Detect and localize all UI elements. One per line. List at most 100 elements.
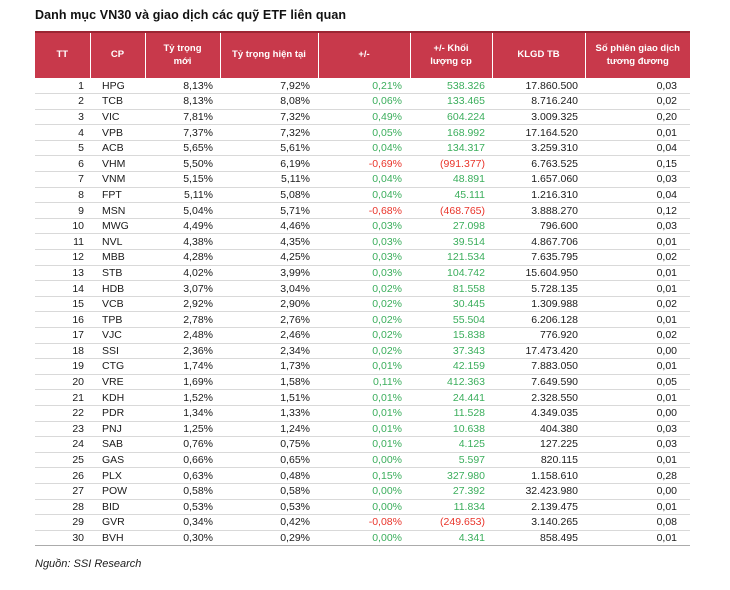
cell-sessions: 0,08 (585, 514, 690, 531)
cell-change_pct: 0,04% (318, 140, 410, 157)
cell-tt: 24 (35, 436, 90, 453)
cell-cp: STB (90, 265, 145, 282)
cell-current_weight: 6,19% (220, 155, 318, 173)
cell-current_weight: 8,08% (220, 93, 318, 110)
cell-change_pct: -0,69% (318, 155, 410, 173)
cell-change_vol: 11.834 (410, 499, 492, 516)
table-row: 26 PLX 0,63% 0,48% 0,15% 327.980 1.158.610 0,28 (35, 467, 690, 484)
cell-cp: ACB (90, 140, 145, 157)
cell-change_vol: 42.159 (410, 358, 492, 375)
table-row: 16 TPB 2,78% 2,76% 0,02% 55.504 6.206.128 0,01 (35, 311, 690, 328)
source-note: Nguồn: SSI Research (35, 558, 142, 571)
cell-sessions: 0,04 (585, 140, 690, 157)
cell-current_weight: 0,53% (220, 499, 318, 516)
cell-cp: VNM (90, 171, 145, 188)
cell-klgd_tb: 820.115 (492, 452, 585, 469)
cell-change_pct: 0,21% (318, 78, 410, 95)
cell-change_pct: 0,00% (318, 499, 410, 516)
cell-tt: 6 (35, 155, 90, 173)
cell-change_pct: 0,01% (318, 389, 410, 406)
header-row: TT CP Tỷ trọng mới Tỷ trọng hiện tại +/-… (35, 31, 690, 78)
cell-current_weight: 1,33% (220, 405, 318, 422)
cell-klgd_tb: 17.860.500 (492, 78, 585, 95)
table-row: 12 MBB 4,28% 4,25% 0,03% 121.534 7.635.795 0,02 (35, 249, 690, 266)
cell-change_pct: 0,02% (318, 280, 410, 297)
cell-tt: 5 (35, 140, 90, 157)
cell-klgd_tb: 3.888.270 (492, 202, 585, 219)
cell-sessions: 0,04 (585, 187, 690, 204)
cell-current_weight: 0,58% (220, 483, 318, 500)
cell-current_weight: 1,24% (220, 421, 318, 438)
cell-klgd_tb: 17.473.420 (492, 343, 585, 360)
cell-new_weight: 1,52% (145, 389, 220, 406)
cell-sessions: 0,01 (585, 389, 690, 406)
cell-change_pct: 0,03% (318, 218, 410, 235)
table-row: 23 PNJ 1,25% 1,24% 0,01% 10.638 404.380 0,03 (35, 421, 690, 438)
cell-sessions: 0,03 (585, 78, 690, 95)
cell-klgd_tb: 858.495 (492, 530, 585, 547)
cell-change_pct: 0,00% (318, 452, 410, 469)
cell-change_pct: 0,04% (318, 187, 410, 204)
cell-change_vol: (468.765) (410, 202, 492, 219)
cell-klgd_tb: 3.140.265 (492, 514, 585, 531)
cell-new_weight: 5,65% (145, 140, 220, 157)
cell-tt: 10 (35, 218, 90, 235)
cell-change_vol: 121.534 (410, 249, 492, 266)
cell-new_weight: 0,66% (145, 452, 220, 469)
cell-sessions: 0,01 (585, 124, 690, 141)
cell-current_weight: 3,04% (220, 280, 318, 297)
cell-klgd_tb: 4.867.706 (492, 233, 585, 251)
cell-change_pct: 0,49% (318, 109, 410, 126)
cell-tt: 4 (35, 124, 90, 141)
table-row: 20 VRE 1,69% 1,58% 0,11% 412.363 7.649.590 0,05 (35, 374, 690, 391)
cell-change_vol: 48.891 (410, 171, 492, 188)
cell-sessions: 0,01 (585, 311, 690, 328)
cell-klgd_tb: 796.600 (492, 218, 585, 235)
cell-cp: BVH (90, 530, 145, 547)
cell-change_vol: 81.558 (410, 280, 492, 297)
cell-change_pct: 0,02% (318, 296, 410, 313)
cell-klgd_tb: 5.728.135 (492, 280, 585, 297)
cell-new_weight: 0,58% (145, 483, 220, 500)
cell-tt: 14 (35, 280, 90, 297)
cell-new_weight: 8,13% (145, 93, 220, 110)
cell-new_weight: 5,04% (145, 202, 220, 219)
cell-tt: 8 (35, 187, 90, 204)
cell-cp: POW (90, 483, 145, 500)
cell-tt: 9 (35, 202, 90, 219)
cell-cp: MBB (90, 249, 145, 266)
cell-change_vol: 327.980 (410, 467, 492, 484)
cell-new_weight: 4,28% (145, 249, 220, 266)
table-row: 30 BVH 0,30% 0,29% 0,00% 4.341 858.495 0,01 (35, 530, 690, 547)
cell-cp: VIC (90, 109, 145, 126)
cell-klgd_tb: 8.716.240 (492, 93, 585, 110)
table-row: 22 PDR 1,34% 1,33% 0,01% 11.528 4.349.035 0,00 (35, 405, 690, 422)
cell-change_vol: 10.638 (410, 421, 492, 438)
cell-new_weight: 0,34% (145, 514, 220, 531)
cell-klgd_tb: 1.158.610 (492, 467, 585, 484)
table-row: 18 SSI 2,36% 2,34% 0,02% 37.343 17.473.420 0,00 (35, 343, 690, 360)
cell-cp: PLX (90, 467, 145, 484)
cell-sessions: 0,12 (585, 202, 690, 219)
cell-cp: VRE (90, 374, 145, 391)
cell-current_weight: 2,46% (220, 327, 318, 344)
cell-cp: GVR (90, 514, 145, 531)
cell-sessions: 0,20 (585, 109, 690, 126)
cell-klgd_tb: 1.657.060 (492, 171, 585, 188)
cell-cp: TPB (90, 311, 145, 328)
cell-tt: 2 (35, 93, 90, 110)
table-row: 3 VIC 7,81% 7,32% 0,49% 604.224 3.009.325 0,20 (35, 109, 690, 126)
cell-change_pct: 0,03% (318, 249, 410, 266)
table-row: 9 MSN 5,04% 5,71% -0,68% (468.765) 3.888.270 0,… (35, 202, 690, 219)
table-row: 1 HPG 8,13% 7,92% 0,21% 538.326 17.860.500 0,03 (35, 78, 690, 95)
cell-new_weight: 5,15% (145, 171, 220, 188)
cell-sessions: 0,15 (585, 155, 690, 173)
cell-change_vol: 538.326 (410, 78, 492, 95)
cell-current_weight: 0,29% (220, 530, 318, 547)
cell-current_weight: 1,51% (220, 389, 318, 406)
cell-new_weight: 0,53% (145, 499, 220, 516)
cell-change_vol: 15.838 (410, 327, 492, 344)
table-row: 5 ACB 5,65% 5,61% 0,04% 134.317 3.259.310 0,04 (35, 140, 690, 157)
cell-current_weight: 2,76% (220, 311, 318, 328)
cell-tt: 29 (35, 514, 90, 531)
